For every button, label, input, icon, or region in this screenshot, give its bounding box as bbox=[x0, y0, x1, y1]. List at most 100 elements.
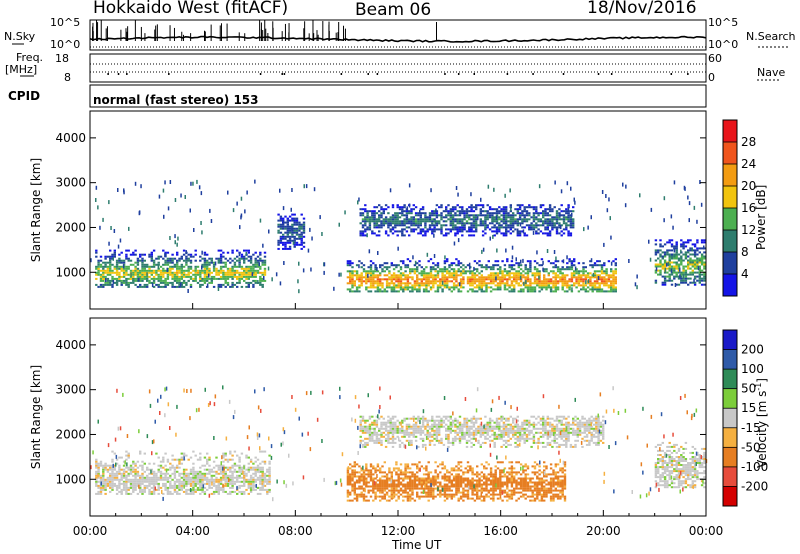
heatmap-cell bbox=[392, 290, 396, 293]
heatmap-cell bbox=[383, 485, 386, 488]
heatmap-cell bbox=[554, 284, 557, 287]
heatmap-cell bbox=[233, 476, 237, 479]
heatmap-cell bbox=[97, 273, 100, 276]
heatmap-cell bbox=[659, 261, 662, 264]
heatmap-cell bbox=[589, 278, 592, 281]
heatmap-cell bbox=[698, 247, 701, 250]
heatmap-cell bbox=[478, 264, 481, 267]
heatmap-cell bbox=[159, 470, 163, 473]
heatmap-cell bbox=[574, 266, 577, 271]
heatmap-cell bbox=[97, 484, 100, 487]
heatmap-cell bbox=[233, 482, 237, 485]
heatmap-cell bbox=[380, 222, 383, 225]
heatmap-cell bbox=[238, 265, 241, 268]
heatmap-cell bbox=[505, 248, 507, 253]
heatmap-cell bbox=[543, 270, 546, 273]
heatmap-cell bbox=[376, 267, 378, 271]
heatmap-cell bbox=[164, 277, 167, 280]
heatmap-cell bbox=[510, 282, 514, 285]
heatmap-cell bbox=[279, 188, 281, 193]
heatmap-cell bbox=[524, 272, 527, 275]
heatmap-cell bbox=[351, 483, 354, 486]
heatmap-cell bbox=[254, 259, 257, 262]
heatmap-cell bbox=[673, 267, 676, 270]
heatmap-cell bbox=[391, 228, 395, 231]
heatmap-cell bbox=[132, 488, 135, 491]
heatmap-cell bbox=[368, 220, 372, 223]
heatmap-cell bbox=[203, 281, 207, 284]
heatmap-cell bbox=[120, 474, 123, 477]
heatmap-cell bbox=[524, 284, 527, 287]
heatmap-cell bbox=[622, 182, 624, 187]
heatmap-cell bbox=[115, 283, 119, 286]
heatmap-cell bbox=[379, 274, 382, 277]
heatmap-cell bbox=[372, 473, 375, 476]
heatmap-cell bbox=[505, 232, 508, 235]
heatmap-cell bbox=[698, 275, 701, 278]
heatmap-cell bbox=[372, 278, 375, 281]
heatmap-cell bbox=[455, 493, 458, 496]
heatmap-cell bbox=[488, 222, 492, 225]
heatmap-cell bbox=[452, 278, 456, 281]
heatmap-cell bbox=[455, 479, 458, 482]
heatmap-cell bbox=[164, 472, 167, 475]
heatmap-cell bbox=[670, 261, 674, 264]
heatmap-cell bbox=[201, 263, 204, 266]
heatmap-cell bbox=[261, 450, 264, 453]
heatmap-cell bbox=[109, 486, 112, 489]
heatmap-cell bbox=[302, 227, 306, 230]
heatmap-cell bbox=[680, 275, 683, 278]
heatmap-cell bbox=[231, 486, 234, 489]
heatmap-cell bbox=[573, 276, 576, 279]
heatmap-cell bbox=[201, 257, 204, 260]
heatmap-cell bbox=[340, 272, 342, 277]
heatmap-cell bbox=[478, 284, 481, 287]
heatmap-cell bbox=[440, 230, 443, 233]
heatmap-cell bbox=[374, 493, 377, 496]
heatmap-cell bbox=[286, 223, 289, 226]
heatmap-cell bbox=[374, 491, 377, 494]
heatmap-cell bbox=[442, 234, 446, 237]
heatmap-cell bbox=[445, 208, 448, 211]
heatmap-cell bbox=[519, 272, 523, 275]
heatmap-cell bbox=[486, 204, 489, 207]
heatmap-cell bbox=[424, 218, 427, 221]
heatmap-cell bbox=[298, 289, 300, 294]
heatmap-cell bbox=[402, 278, 405, 281]
heatmap-cell bbox=[178, 486, 181, 489]
heatmap-cell bbox=[402, 483, 405, 486]
heatmap-cell bbox=[505, 222, 508, 225]
heatmap-cell bbox=[231, 470, 234, 473]
heatmap-cell bbox=[187, 488, 190, 491]
heatmap-cell bbox=[117, 244, 120, 249]
heatmap-cell bbox=[365, 463, 368, 466]
heatmap-cell bbox=[582, 270, 585, 273]
heatmap-cell bbox=[194, 472, 197, 475]
heatmap-cell bbox=[484, 210, 487, 213]
heatmap-cell bbox=[480, 288, 483, 291]
heatmap-cell bbox=[455, 477, 458, 480]
heatmap-cell bbox=[390, 483, 393, 486]
heatmap-cell bbox=[148, 269, 151, 272]
heatmap-cell bbox=[543, 274, 546, 277]
heatmap-cell bbox=[532, 208, 536, 211]
heatmap-cell bbox=[256, 478, 260, 481]
heatmap-cell bbox=[286, 221, 289, 224]
heatmap-cell bbox=[425, 495, 428, 498]
heatmap-cell bbox=[282, 225, 285, 228]
heatmap-cell bbox=[162, 472, 165, 475]
heatmap-cell bbox=[387, 206, 390, 209]
heatmap-cell bbox=[219, 472, 223, 475]
heatmap-cell bbox=[359, 234, 362, 237]
heatmap-cell bbox=[261, 480, 264, 483]
heatmap-cell bbox=[666, 253, 669, 256]
heatmap-cell bbox=[113, 476, 116, 479]
heatmap-cell bbox=[323, 262, 326, 267]
heatmap-cell bbox=[539, 218, 543, 221]
heatmap-cell bbox=[659, 263, 662, 266]
heatmap-cell bbox=[476, 286, 479, 289]
heatmap-cell bbox=[425, 467, 428, 470]
heatmap-cell bbox=[97, 269, 100, 272]
heatmap-cell bbox=[206, 263, 209, 266]
heatmap-cell bbox=[254, 269, 257, 272]
